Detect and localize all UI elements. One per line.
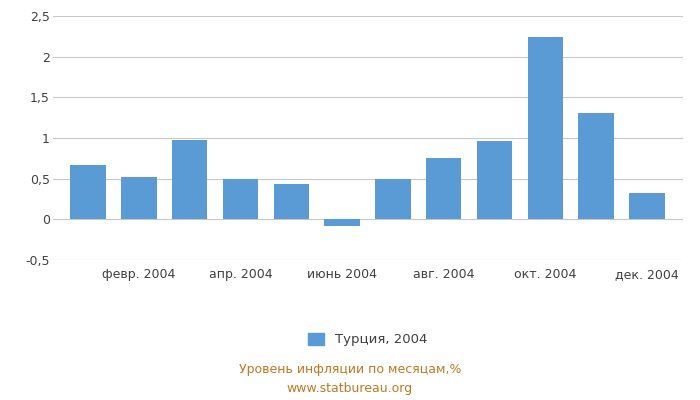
Bar [578,113,614,219]
Legend: Турция, 2004: Турция, 2004 [308,333,427,346]
Bar [70,165,106,219]
Bar [477,141,512,219]
Bar [324,219,360,226]
Text: Уровень инфляции по месяцам,%: Уровень инфляции по месяцам,% [239,364,461,376]
Bar [121,177,157,219]
Bar [375,180,411,219]
Bar [274,184,309,219]
Bar [426,158,461,219]
Bar [223,179,258,219]
Bar [528,37,563,219]
Text: www.statbureau.org: www.statbureau.org [287,382,413,395]
Bar [629,193,665,219]
Bar [172,140,207,219]
